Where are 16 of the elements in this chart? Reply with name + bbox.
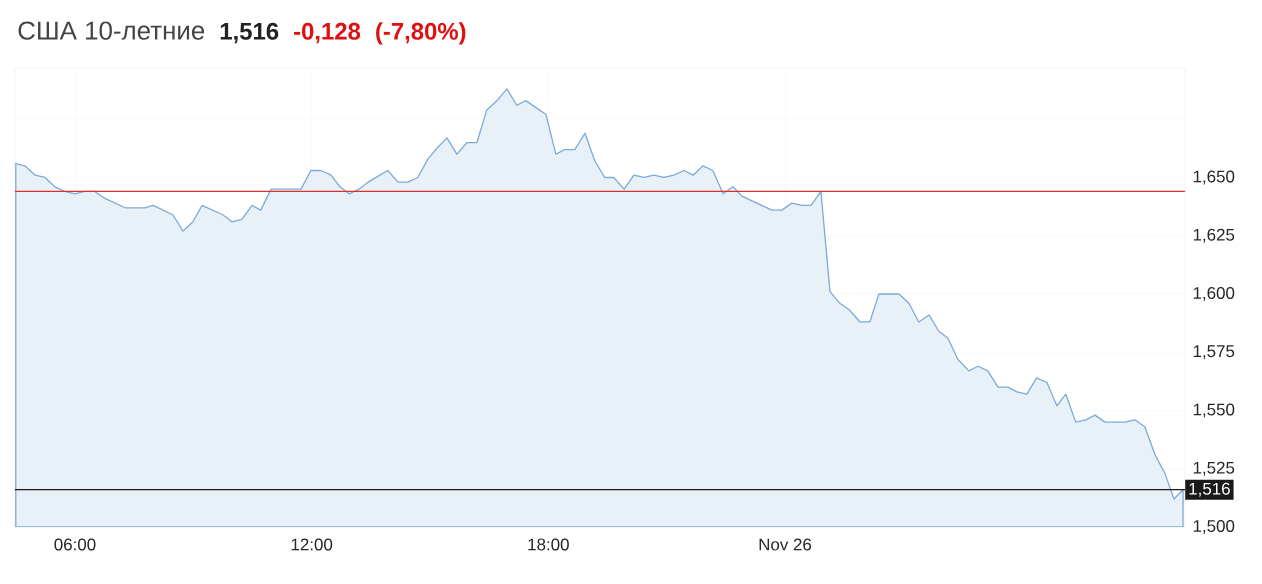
x-tick-label: 12:00: [291, 538, 333, 551]
ref-line-label: 1,516: [1189, 482, 1230, 497]
x-tick-label: Nov 26: [759, 538, 812, 551]
chart-title: США 10-летние: [18, 21, 205, 40]
x-tick-label: 06:00: [54, 538, 96, 551]
text: -0,128: [294, 22, 361, 44]
y-tick-label: 1,600: [1193, 286, 1235, 301]
y-tick-label: 1,575: [1193, 345, 1235, 360]
y-tick-label: 1,525: [1193, 461, 1235, 476]
text: 1,516: [220, 22, 279, 44]
y-tick-label: 1,625: [1193, 228, 1235, 243]
y-tick-label: 1,650: [1193, 170, 1235, 185]
text: (-7,80%): [376, 22, 466, 45]
y-tick-label: 1,550: [1193, 403, 1235, 418]
y-tick-label: 1,500: [1193, 519, 1235, 534]
x-tick-label: 18:00: [528, 538, 569, 551]
